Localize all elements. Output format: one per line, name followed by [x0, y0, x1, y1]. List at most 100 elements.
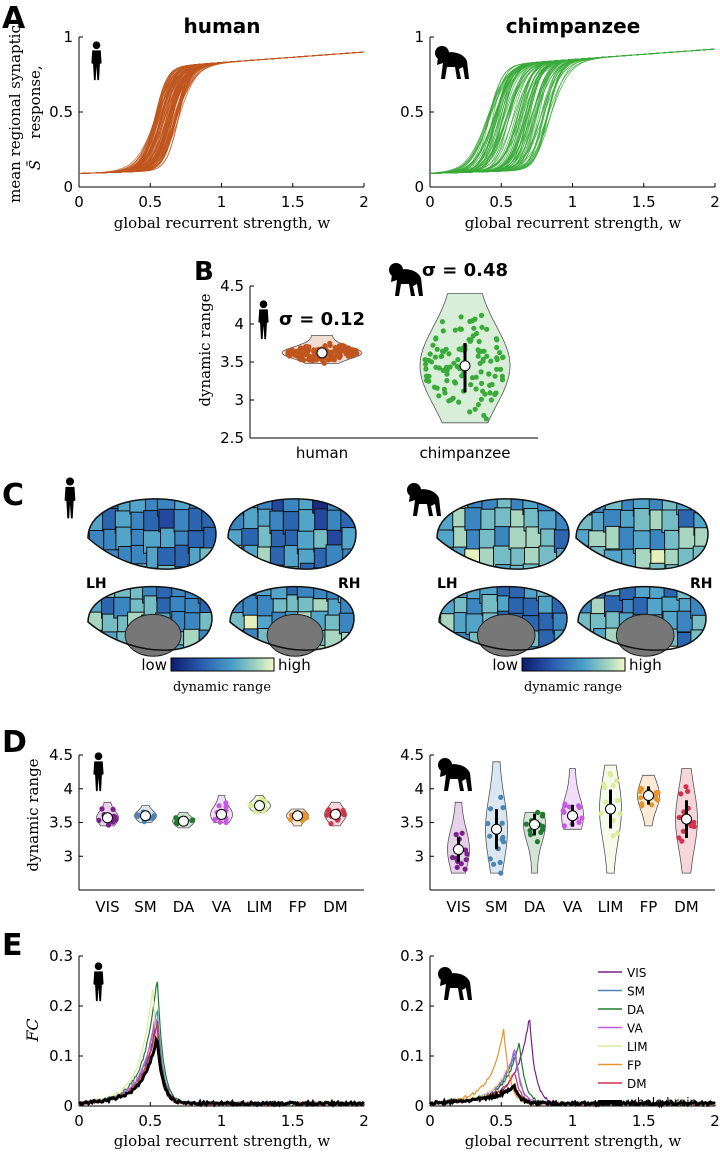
head: [259, 300, 268, 309]
network-da-median: [178, 815, 189, 827]
body: [93, 971, 104, 1002]
network-lim-point: [615, 797, 621, 804]
chimp-point: [458, 346, 464, 352]
panel-d-ylabel: dynamic range: [24, 758, 42, 871]
human-point: [336, 343, 342, 349]
parcel: [592, 563, 613, 570]
sigmoid-curve: [78, 51, 365, 174]
chimp-point: [458, 314, 464, 320]
human-silhouette-icon: [93, 752, 104, 792]
legend-label-va: VA: [627, 1022, 643, 1036]
colorbar-label-chimp: dynamic range: [524, 680, 622, 695]
panel-letter-a: A: [2, 1, 26, 36]
chimp-point: [478, 369, 484, 375]
fc-line-da: [78, 981, 365, 1107]
sigmoid-curve: [429, 48, 716, 174]
parcel: [326, 648, 346, 651]
sigmoid-curve: [78, 51, 365, 174]
parcel: [440, 644, 460, 651]
parcel: [678, 648, 698, 651]
parcel: [480, 565, 501, 570]
chimp-point: [484, 326, 490, 332]
y-tick-label: 0: [63, 1097, 73, 1115]
network-fp-point: [639, 786, 645, 792]
chimp-point: [479, 380, 485, 386]
human-point: [310, 358, 316, 364]
sigmoid-curve: [78, 51, 365, 174]
network-dm-point: [679, 838, 685, 844]
sigmoid-curve: [78, 51, 365, 174]
human-point: [298, 357, 304, 363]
chimp-point: [450, 395, 456, 401]
parcel: [341, 631, 354, 651]
sigmoid-curve: [78, 51, 365, 174]
network-sm-point: [497, 859, 503, 866]
network-da-point: [190, 817, 196, 823]
medial-wall: [266, 613, 324, 657]
sigmoid-curve: [78, 51, 365, 174]
category-label-vis: VIS: [446, 898, 470, 916]
parcel: [551, 562, 569, 570]
network-da-point: [538, 829, 544, 836]
parcel: [242, 567, 262, 570]
network-va-point: [560, 808, 566, 814]
network-sm-point: [487, 806, 494, 812]
parcel: [187, 564, 207, 570]
network-fp-median: [643, 790, 654, 801]
panel-a-title-human: human: [183, 14, 260, 38]
network-vis-point: [464, 851, 470, 857]
brain-outline: [438, 585, 568, 651]
sigmoid-curve: [78, 51, 365, 174]
chimp-point: [455, 357, 461, 363]
chimp-point: [481, 348, 487, 354]
y-tick-label: 0.3: [49, 947, 73, 965]
human-silhouette-icon: [91, 41, 102, 81]
colorbar-human: [170, 657, 275, 672]
human-point: [329, 351, 335, 357]
y-tick-label: 0.2: [49, 997, 73, 1015]
network-lim-point: [610, 833, 616, 839]
parcel: [578, 631, 596, 651]
network-da-point: [523, 821, 530, 827]
category-label-lim: LIM: [247, 898, 273, 916]
y-tick-label: 0.3: [400, 947, 424, 965]
chimp-silhouette-icon: [435, 46, 469, 79]
sigmoid-curve: [78, 51, 365, 174]
sigmoid-curve: [78, 51, 365, 174]
network-va-point: [579, 815, 585, 821]
sigmoid-curve: [78, 51, 365, 174]
network-sm-median: [491, 823, 502, 835]
human-median: [316, 347, 328, 359]
parcel: [184, 586, 204, 601]
parcel: [556, 547, 569, 570]
colorbar-chimp: [521, 657, 626, 672]
panel-letter-e: E: [2, 928, 23, 963]
chimp-point: [499, 373, 505, 379]
network-va-point: [223, 804, 229, 810]
x-tick-label: 0: [74, 1112, 84, 1130]
parcel: [342, 548, 356, 570]
network-da-point: [540, 823, 546, 830]
colorbar-high-chimp: high: [629, 656, 662, 674]
head: [94, 962, 103, 971]
panel-c-lh-human: LH: [86, 576, 107, 592]
body: [409, 489, 441, 516]
panel-a-ylabel-line1: mean regional synaptic: [6, 25, 24, 203]
network-lim-median: [605, 803, 616, 815]
brain-outline: [227, 498, 357, 570]
parcel: [339, 647, 354, 651]
network-vis-point: [453, 831, 459, 838]
panel-e-ylabel: FC: [23, 1018, 42, 1042]
sigmoid-curve: [78, 51, 365, 174]
panel-c-rh-human: RH: [338, 576, 361, 592]
human-point: [336, 354, 343, 361]
sigmoid-curve: [78, 51, 365, 174]
sigmoid-curve: [78, 51, 365, 174]
sigmoid-curve: [78, 51, 365, 174]
sigmoid-curve: [78, 51, 365, 174]
panel-d-chimp-plot: 3 3.5 4 4.5 VIS SM DA VA LIM FP DM: [400, 746, 715, 916]
network-fp-point: [638, 795, 644, 801]
chimp-point: [488, 358, 494, 364]
category-label-fp: FP: [640, 898, 658, 916]
